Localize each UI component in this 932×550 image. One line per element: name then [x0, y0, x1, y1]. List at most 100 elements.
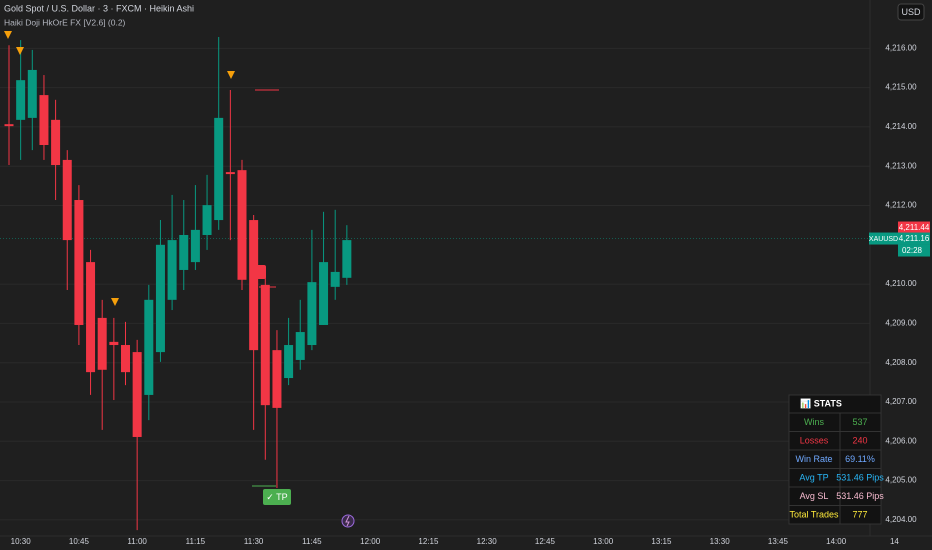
stats-value: 531.46 Pips	[836, 472, 884, 482]
y-tick-label: 4,210.00	[885, 279, 917, 288]
candle-body	[319, 262, 329, 325]
candle-body	[51, 119, 61, 166]
y-tick-label: 4,214.00	[885, 122, 917, 131]
candle-body	[4, 124, 14, 127]
chart-title: Gold Spot / U.S. Dollar · 3 · FXCM · Hei…	[4, 3, 194, 13]
candle-body	[155, 244, 165, 353]
x-tick-label: 11:15	[186, 537, 206, 546]
candle-body	[190, 229, 200, 263]
candle-body	[27, 69, 37, 118]
candle-body	[249, 220, 259, 351]
tp-label-box	[263, 489, 291, 505]
candle-body	[39, 95, 49, 146]
y-tick-label: 4,208.00	[885, 358, 917, 367]
stats-value: 537	[852, 417, 867, 427]
candle-body	[330, 271, 340, 287]
y-tick-label: 4,212.00	[885, 201, 917, 210]
x-tick-label: 11:00	[127, 537, 147, 546]
price-label-box	[898, 232, 930, 245]
x-tick-label: 12:00	[360, 537, 381, 546]
stats-title: 📊 STATS	[800, 397, 842, 408]
candle-body	[132, 352, 142, 437]
y-tick-label: 4,204.00	[885, 515, 917, 524]
stats-table: 📊 STATS Wins 537 Losses 240 Win Rate 69.11% Av…	[788, 394, 884, 525]
stats-label: Wins	[804, 417, 824, 427]
x-tick-label: 14:00	[826, 537, 847, 546]
sell-signal	[16, 47, 24, 55]
countdown-box	[898, 244, 930, 257]
tp-label: ✓ TP	[266, 492, 287, 502]
event-icon	[341, 514, 355, 528]
x-tick-label: 13:45	[768, 537, 789, 546]
stats-value: 69.11%	[845, 454, 875, 464]
candle-body	[295, 332, 305, 360]
sell-signal	[4, 31, 12, 39]
stats-label: Losses	[800, 435, 829, 445]
candle-body	[214, 117, 224, 221]
candle-body	[237, 170, 247, 280]
sell-signal	[227, 71, 235, 79]
stats-value: 531.46 Pips	[836, 491, 884, 501]
candle-body	[86, 262, 96, 373]
stats-label: Avg SL	[800, 491, 829, 501]
countdown: 02:28	[902, 246, 923, 255]
x-tick-label: 10:30	[11, 537, 32, 546]
event-icon-bolt	[345, 515, 350, 527]
sl-marker	[256, 265, 266, 279]
currency-label[interactable]: USD	[901, 7, 921, 17]
y-tick-label: 4,216.00	[885, 43, 917, 52]
x-tick-label: 14	[890, 537, 899, 546]
candle-body	[62, 159, 72, 241]
grid	[0, 47, 870, 521]
currency-button[interactable]	[897, 3, 925, 21]
stats-background	[788, 394, 882, 525]
sell-signal	[111, 298, 119, 306]
x-tick-label: 10:45	[69, 537, 90, 546]
x-tick-label: 12:45	[535, 537, 556, 546]
y-tick-label: 4,215.00	[885, 83, 917, 92]
symbol-box	[869, 232, 898, 245]
candle-body	[109, 341, 119, 346]
candle-body	[167, 240, 177, 300]
stats-value: 240	[852, 435, 867, 445]
candle-body	[144, 299, 154, 395]
candle-body	[342, 240, 352, 278]
x-tick-label: 13:30	[710, 537, 731, 546]
signals	[4, 31, 235, 306]
x-tick-label: 11:45	[302, 537, 322, 546]
y-tick-label: 4,206.00	[885, 436, 917, 445]
indicator-title: Haiki Doji HkOrE FX [V2.6] (0.2)	[4, 17, 126, 27]
y-tick-label: 4,207.00	[885, 397, 917, 406]
candle-body	[97, 317, 107, 370]
stats-label: Avg TP	[799, 472, 828, 482]
candle-body	[284, 345, 294, 379]
x-tick-label: 11:30	[244, 537, 264, 546]
candle-body	[272, 350, 282, 408]
symbol-label: XAUUSD	[869, 236, 898, 243]
candle-body	[179, 234, 189, 270]
y-tick-label: 4,209.00	[885, 319, 917, 328]
candles	[4, 36, 352, 531]
candle-body	[121, 345, 130, 373]
x-tick-label: 12:15	[418, 537, 439, 546]
candle-body	[74, 200, 84, 325]
candle-body	[202, 205, 212, 235]
stats-value: 777	[852, 509, 867, 519]
x-tick-label: 13:15	[651, 537, 672, 546]
y-tick-label: 4,205.00	[885, 476, 917, 485]
candle-body	[260, 284, 270, 406]
x-tick-label: 12:30	[477, 537, 498, 546]
axes: 4,204.00 4,205.00 4,206.00 4,207.00 4,208.00…	[11, 43, 930, 546]
candle-body	[307, 282, 317, 346]
x-tick-label: 13:00	[593, 537, 614, 546]
y-tick-label: 4,213.00	[885, 161, 917, 170]
candle-body	[16, 80, 26, 120]
price-label: 4,211.16	[899, 234, 930, 243]
stats-label: Total Trades	[789, 509, 839, 519]
candle-body	[225, 172, 235, 175]
price-label-box	[898, 221, 930, 234]
stats-label: Win Rate	[795, 454, 832, 464]
